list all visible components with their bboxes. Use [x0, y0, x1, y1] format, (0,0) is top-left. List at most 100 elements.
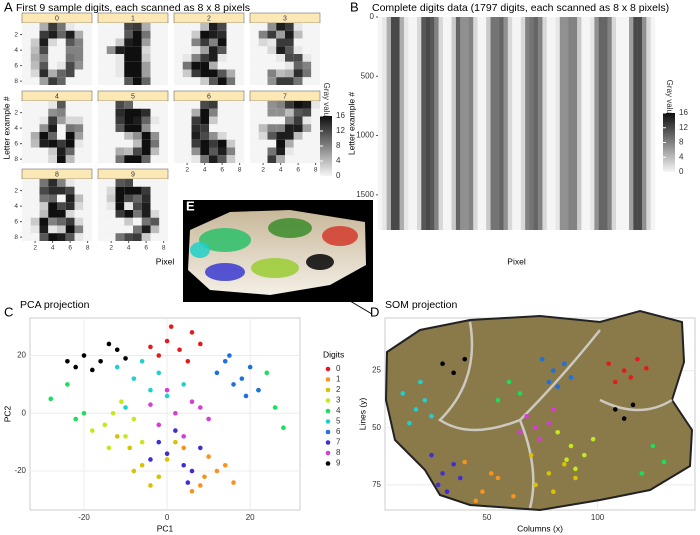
data-point [400, 391, 406, 396]
surface-image [183, 200, 373, 302]
pixel-cell [98, 116, 107, 125]
pixel-cell [226, 108, 236, 117]
data-point [173, 428, 178, 433]
pixel-cell [48, 210, 57, 218]
data-point [164, 457, 170, 462]
pixel-cell [39, 23, 49, 31]
pixel-cell [133, 116, 142, 125]
legend-tick-label: 0 [679, 167, 684, 176]
data-point [198, 341, 203, 347]
pixel-cell [267, 101, 277, 109]
pixel-cell [141, 77, 151, 85]
pixel-cell [174, 38, 183, 47]
pixel-cell [106, 217, 116, 226]
pixel-cell [226, 23, 236, 31]
pixel-cell [30, 108, 40, 117]
pixel-cell [285, 108, 294, 117]
pixel-cell [39, 61, 49, 70]
pixel-cell [98, 61, 107, 70]
pixel-cell [39, 202, 49, 210]
pixel-cell [302, 23, 312, 31]
pixel-cell [267, 23, 277, 31]
pixel-cell [235, 30, 244, 39]
pixel-cell [226, 116, 236, 125]
pixel-cell [30, 202, 40, 210]
pixel-cell [191, 69, 201, 78]
pixel-cell [83, 147, 92, 156]
pixel-column [425, 17, 431, 230]
data-point [621, 416, 627, 421]
pixel-cell [133, 225, 142, 234]
data-point [511, 493, 516, 499]
data-point [429, 452, 434, 458]
pixel-cell [150, 108, 160, 117]
pixel-cell [174, 69, 183, 78]
pixel-cell [302, 54, 312, 62]
x-axis-label: Pixel [507, 256, 526, 266]
pixel-column [585, 17, 591, 230]
pixel-cell [57, 210, 66, 218]
pixel-cell [293, 77, 303, 85]
pixel-cell [311, 69, 320, 78]
facet-label: 0 [55, 15, 59, 22]
pixel-cell [200, 38, 209, 47]
pixel-cell [217, 61, 227, 70]
legend-swatch [325, 408, 331, 414]
pixel-cell [124, 186, 133, 195]
pixel-cell [159, 194, 168, 203]
y-tick-label: 1000 [356, 131, 374, 140]
data-point [506, 379, 512, 385]
pixel-cell [115, 132, 125, 140]
pixel-cell [74, 132, 84, 140]
pixel-cell [98, 124, 107, 132]
pixel-cell [285, 155, 294, 163]
pixel-cell [200, 124, 209, 132]
pixel-cell [106, 30, 116, 39]
y-tick-label: -20 [14, 466, 26, 475]
pixel-cell [267, 147, 277, 156]
pixel-cell [226, 38, 236, 47]
pixel-column [416, 17, 422, 230]
pixel-cell [258, 124, 268, 132]
pixel-cell [124, 147, 133, 156]
pixel-cell [124, 179, 133, 187]
pixel-cell [226, 132, 236, 140]
pixel-cell [39, 30, 49, 39]
data-point [590, 436, 596, 442]
pixel-cell [217, 139, 227, 148]
pixel-cell [258, 77, 268, 85]
data-point [429, 413, 434, 419]
pixel-cell [150, 30, 160, 39]
pixel-cell [98, 225, 107, 234]
x-tick-label: 0 [165, 513, 170, 522]
pixel-cell [98, 179, 107, 187]
pixel-cell [276, 61, 285, 70]
pixel-cell [209, 116, 218, 125]
data-point [247, 364, 253, 370]
pixel-column [412, 17, 418, 230]
pixel-cell [30, 23, 40, 31]
pixel-column [408, 17, 413, 230]
pixel-cell [150, 54, 160, 62]
pixel-cell [57, 23, 66, 31]
pixel-cell [250, 139, 259, 148]
pixel-cell [124, 23, 133, 31]
pixel-cell [150, 194, 160, 203]
y-tick-label: 8 [14, 234, 18, 241]
data-point [555, 384, 561, 389]
pixel-cell [182, 38, 192, 47]
pixel-column [507, 17, 513, 230]
pixel-cell [30, 217, 40, 226]
pixel-cell [293, 101, 303, 109]
pixel-cell [106, 23, 116, 31]
y-tick-label: 1500 [356, 190, 374, 199]
pixel-cell [65, 61, 75, 70]
pixel-cell [191, 147, 201, 156]
pixel-cell [124, 69, 133, 78]
pixel-cell [226, 124, 236, 132]
pixel-cell [276, 124, 285, 132]
data-point [495, 397, 501, 403]
data-point [550, 489, 556, 495]
data-point [48, 396, 54, 402]
data-point [90, 367, 95, 373]
